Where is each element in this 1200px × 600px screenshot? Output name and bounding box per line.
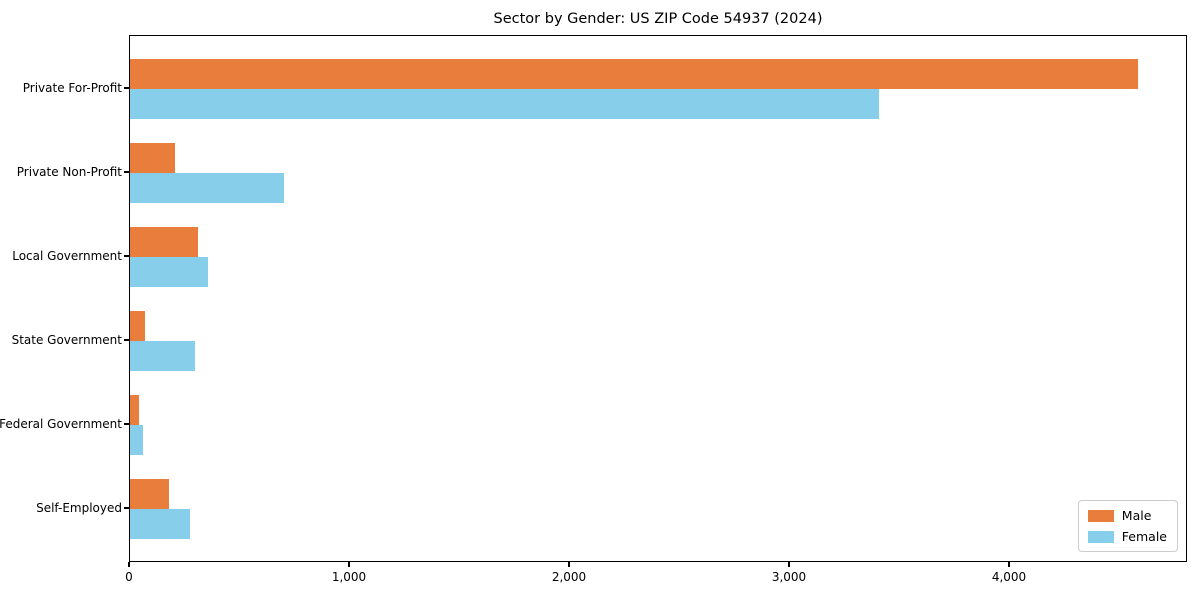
y-tick-label: Private Non-Profit bbox=[16, 165, 122, 179]
y-tick-label: Self-Employed bbox=[36, 501, 122, 515]
legend: Male Female bbox=[1077, 500, 1178, 552]
y-tick-mark bbox=[124, 171, 129, 173]
x-tick-mark bbox=[348, 562, 350, 567]
x-tick-label: 1,000 bbox=[331, 570, 367, 584]
bar-female-federal-government bbox=[130, 425, 143, 455]
bar-male-local-government bbox=[130, 227, 198, 257]
x-tick-mark bbox=[128, 562, 130, 567]
bar-male-federal-government bbox=[130, 395, 139, 425]
x-tick-label: 4,000 bbox=[991, 570, 1027, 584]
bar-female-private-for-profit bbox=[130, 89, 879, 119]
x-tick-mark bbox=[568, 562, 570, 567]
y-tick-mark bbox=[124, 423, 129, 425]
bar-female-private-non-profit bbox=[130, 173, 284, 203]
bar-male-private-for-profit bbox=[130, 59, 1138, 89]
bar-female-state-government bbox=[130, 341, 195, 371]
bar-male-self-employed bbox=[130, 479, 169, 509]
bar-male-state-government bbox=[130, 311, 145, 341]
y-tick-mark bbox=[124, 507, 129, 509]
female-swatch-icon bbox=[1087, 530, 1114, 543]
bar-female-local-government bbox=[130, 257, 208, 287]
male-swatch-icon bbox=[1087, 509, 1114, 522]
y-tick-mark bbox=[124, 255, 129, 257]
plot-area: Male Female bbox=[129, 35, 1187, 562]
x-tick-mark bbox=[788, 562, 790, 567]
y-tick-label: Local Government bbox=[12, 249, 122, 263]
y-tick-mark bbox=[124, 87, 129, 89]
y-tick-label: State Government bbox=[11, 333, 122, 347]
legend-item-female: Female bbox=[1087, 529, 1167, 544]
bar-female-self-employed bbox=[130, 509, 190, 539]
legend-label-female: Female bbox=[1121, 529, 1167, 544]
legend-item-male: Male bbox=[1087, 508, 1167, 523]
y-tick-label: Private For-Profit bbox=[22, 81, 122, 95]
chart-title: Sector by Gender: US ZIP Code 54937 (202… bbox=[493, 11, 823, 27]
x-tick-label: 2,000 bbox=[551, 570, 587, 584]
y-tick-mark bbox=[124, 339, 129, 341]
y-tick-label: Federal Government bbox=[0, 417, 122, 431]
legend-label-male: Male bbox=[1121, 508, 1152, 523]
bar-male-private-non-profit bbox=[130, 143, 175, 173]
x-tick-label: 3,000 bbox=[771, 570, 807, 584]
x-tick-label: 0 bbox=[125, 570, 133, 584]
x-tick-mark bbox=[1008, 562, 1010, 567]
